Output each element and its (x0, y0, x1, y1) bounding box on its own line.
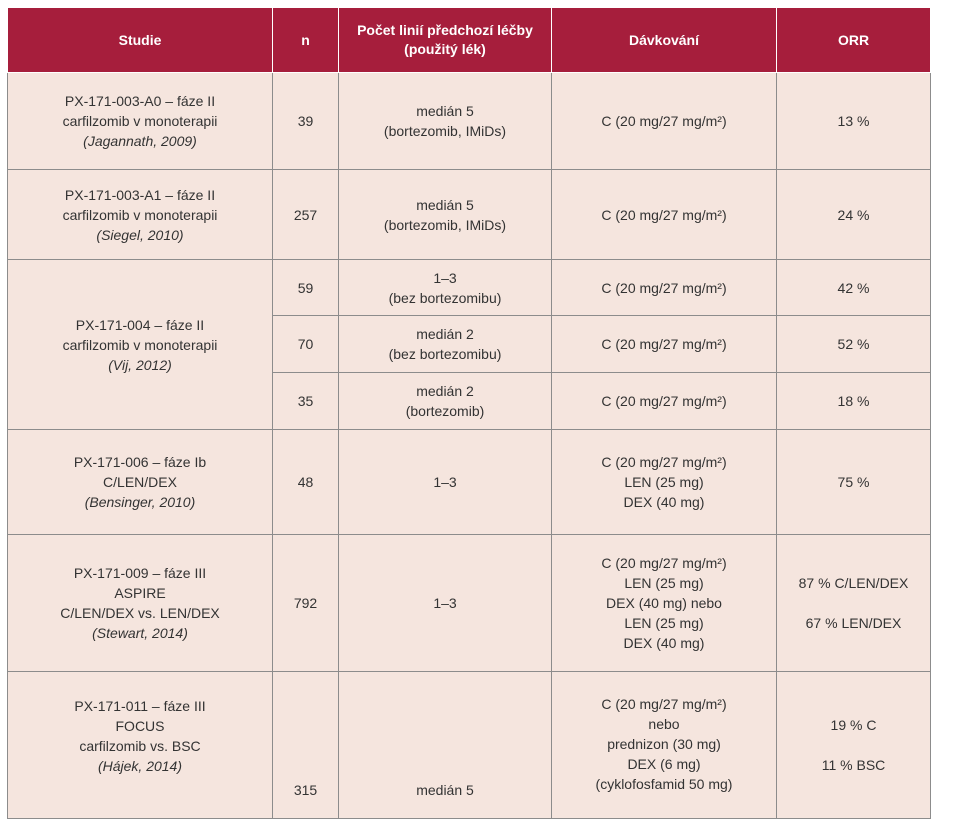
cell-prior-lines: 1–3 (338, 429, 552, 535)
cell-orr: 19 % C 11 % BSC (776, 671, 931, 819)
cell-study: PX-171-006 – fáze Ib C/LEN/DEX (Bensinge… (7, 429, 273, 535)
cell-n: 792 (272, 534, 339, 672)
cell-dosing: C (20 mg/27 mg/m²) (551, 169, 777, 260)
cell-study: PX-171-003-A0 – fáze II carfilzomib v mo… (7, 72, 273, 170)
table-row: PX-171-011 – fáze III FOCUS carfilzomib … (7, 671, 931, 819)
cell-prior-lines: 1–3 (338, 534, 552, 672)
cell-n: 315 (272, 671, 339, 819)
table-row: PX-171-003-A1 – fáze II carfilzomib v mo… (7, 169, 931, 260)
cell-n: 39 (272, 72, 339, 170)
header-n: n (272, 7, 339, 73)
cell-orr: 52 % (776, 315, 931, 373)
header-orr: ORR (776, 7, 931, 73)
cell-prior-lines: medián 5 (338, 671, 552, 819)
table-row: PX-171-004 – fáze II carfilzomib v monot… (7, 259, 931, 430)
cell-n: 35 (272, 372, 339, 430)
header-prior-lines: Počet linií předchozí léčby (použitý lék… (338, 7, 552, 73)
cell-dosing: C (20 mg/27 mg/m²) (551, 72, 777, 170)
table-row: 70 medián 2 (bez bortezomibu) C (20 mg/2… (8, 315, 931, 373)
cell-prior-lines: medián 2 (bez bortezomibu) (338, 315, 552, 373)
header-study: Studie (7, 7, 273, 73)
cell-orr: 42 % (776, 259, 931, 316)
table-header-row: Studie n Počet linií předchozí léčby (po… (7, 7, 931, 73)
cell-n: 70 (272, 315, 339, 373)
carfilzomib-studies-table: Studie n Počet linií předchozí léčby (po… (7, 7, 931, 819)
cell-dosing: C (20 mg/27 mg/m²) (551, 315, 777, 373)
cell-dosing: C (20 mg/27 mg/m²) nebo prednizon (30 mg… (551, 671, 777, 819)
cell-study: PX-171-003-A1 – fáze II carfilzomib v mo… (7, 169, 273, 260)
cell-dosing: C (20 mg/27 mg/m²) (551, 259, 777, 316)
cell-orr: 75 % (776, 429, 931, 535)
cell-orr: 87 % C/LEN/DEX 67 % LEN/DEX (776, 534, 931, 672)
cell-dosing: C (20 mg/27 mg/m²) LEN (25 mg) DEX (40 m… (551, 429, 777, 535)
study-table-container: Studie n Počet linií předchozí léčby (po… (7, 7, 931, 819)
table-row: PX-171-009 – fáze III ASPIRE C/LEN/DEX v… (7, 534, 931, 672)
cell-n: 257 (272, 169, 339, 260)
cell-study: PX-171-011 – fáze III FOCUS carfilzomib … (7, 671, 273, 819)
cell-orr: 18 % (776, 372, 931, 430)
table-row: PX-171-006 – fáze Ib C/LEN/DEX (Bensinge… (7, 429, 931, 535)
table-row: PX-171-003-A0 – fáze II carfilzomib v mo… (7, 72, 931, 170)
cell-n: 48 (272, 429, 339, 535)
cell-study: PX-171-004 – fáze II carfilzomib v monot… (7, 259, 273, 430)
cell-prior-lines: medián 5 (bortezomib, IMiDs) (338, 72, 552, 170)
table-row: 35 medián 2 (bortezomib) C (20 mg/27 mg/… (8, 372, 931, 430)
cell-dosing: C (20 mg/27 mg/m²) LEN (25 mg) DEX (40 m… (551, 534, 777, 672)
header-dosing: Dávkování (551, 7, 777, 73)
cell-prior-lines: medián 5 (bortezomib, IMiDs) (338, 169, 552, 260)
cell-dosing: C (20 mg/27 mg/m²) (551, 372, 777, 430)
cell-n: 59 (272, 259, 339, 316)
cell-study: PX-171-009 – fáze III ASPIRE C/LEN/DEX v… (7, 534, 273, 672)
cell-orr: 13 % (776, 72, 931, 170)
cell-prior-lines: medián 2 (bortezomib) (338, 372, 552, 430)
cell-orr: 24 % (776, 169, 931, 260)
cell-prior-lines: 1–3 (bez bortezomibu) (338, 259, 552, 316)
